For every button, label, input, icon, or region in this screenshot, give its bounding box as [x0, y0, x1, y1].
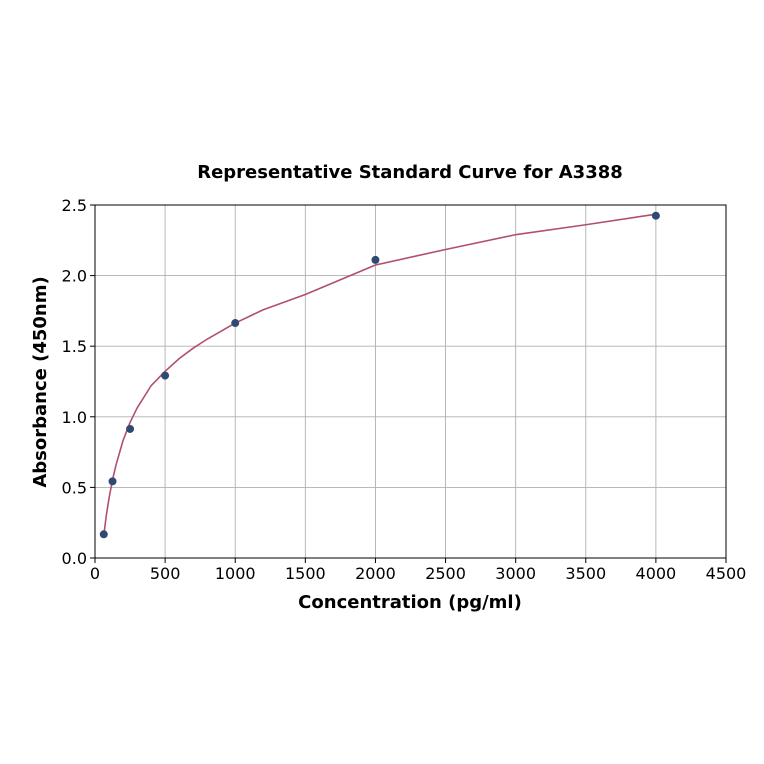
data-point — [161, 371, 170, 380]
data-points-layer — [99, 211, 660, 539]
x-tick-label: 1000 — [215, 564, 256, 583]
data-point — [99, 530, 108, 539]
data-point — [371, 255, 380, 264]
y-tick-label: 2.5 — [62, 196, 87, 215]
y-axis-ticks: 0.0 0.5 1.0 1.5 2.0 2.5 — [62, 196, 95, 568]
data-point — [126, 424, 135, 433]
x-tick-label: 2500 — [425, 564, 466, 583]
x-tick-label: 500 — [150, 564, 181, 583]
x-tick-label: 1500 — [285, 564, 326, 583]
plot-frame — [94, 204, 727, 559]
y-tick-label: 1.5 — [62, 337, 87, 356]
y-tick-label: 1.0 — [62, 408, 87, 427]
x-tick-label: 4500 — [706, 564, 747, 583]
data-point — [231, 319, 240, 328]
y-tick-label: 2.0 — [62, 267, 87, 286]
x-axis-label: Concentration (pg/ml) — [298, 592, 522, 613]
x-tick-label: 4000 — [636, 564, 677, 583]
x-tick-label: 3500 — [565, 564, 606, 583]
chart-title: Representative Standard Curve for A3388 — [197, 162, 623, 183]
y-tick-label: 0.5 — [62, 478, 87, 497]
fit-curve — [102, 213, 657, 536]
y-axis-label: Absorbance (450nm) — [30, 276, 51, 487]
data-point — [108, 477, 117, 486]
x-axis-ticks: 0 500 1000 1500 2000 2500 3000 3500 4000 4500 — [90, 558, 746, 583]
x-tick-label: 2000 — [355, 564, 396, 583]
fit-curve-layer — [102, 213, 657, 536]
x-tick-label: 3000 — [495, 564, 536, 583]
y-tick-label: 0.0 — [62, 549, 87, 568]
x-tick-label: 0 — [90, 564, 100, 583]
data-point — [651, 211, 660, 220]
